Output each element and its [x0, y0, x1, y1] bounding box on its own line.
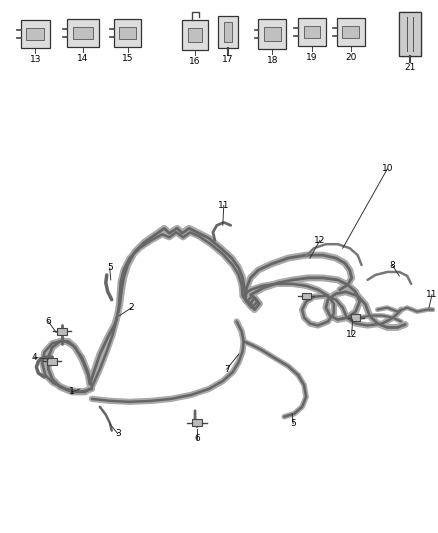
Text: 5: 5 — [290, 419, 296, 428]
Bar — [302, 293, 311, 299]
Bar — [188, 28, 202, 43]
Bar — [21, 20, 50, 48]
Bar — [298, 18, 326, 46]
Bar — [57, 328, 67, 335]
Bar — [74, 27, 92, 39]
Text: 13: 13 — [30, 55, 41, 64]
Text: 15: 15 — [122, 54, 133, 63]
Bar — [224, 22, 232, 42]
Bar — [304, 26, 320, 38]
Text: 3: 3 — [115, 429, 120, 438]
Text: 11: 11 — [426, 290, 438, 299]
Text: 18: 18 — [267, 56, 278, 65]
Bar — [47, 358, 57, 365]
Text: 5: 5 — [107, 263, 113, 272]
Text: 7: 7 — [224, 365, 230, 374]
Text: 11: 11 — [218, 201, 230, 210]
Bar — [258, 19, 286, 49]
Bar — [399, 12, 421, 56]
Text: 12: 12 — [346, 330, 357, 339]
Bar — [343, 26, 359, 38]
Text: 4: 4 — [32, 353, 37, 362]
Bar — [191, 419, 202, 426]
Text: 20: 20 — [345, 53, 357, 62]
Bar — [119, 27, 136, 39]
Text: 10: 10 — [381, 164, 393, 173]
Text: 6: 6 — [194, 434, 200, 443]
Text: 17: 17 — [222, 55, 233, 64]
Text: 21: 21 — [404, 63, 416, 72]
Bar — [337, 18, 364, 46]
Bar — [399, 12, 421, 56]
Bar — [264, 27, 281, 41]
Text: 6: 6 — [46, 317, 51, 326]
Text: 2: 2 — [129, 303, 134, 312]
Bar — [218, 16, 238, 48]
Bar — [114, 19, 141, 47]
Bar — [351, 314, 360, 321]
Text: 19: 19 — [306, 53, 318, 62]
Text: 1: 1 — [69, 387, 75, 397]
Bar — [182, 20, 208, 50]
Bar — [26, 28, 44, 41]
Text: 8: 8 — [389, 261, 395, 270]
Text: 16: 16 — [189, 57, 201, 66]
Text: 12: 12 — [314, 236, 325, 245]
Text: 14: 14 — [77, 54, 88, 63]
Bar — [67, 19, 99, 47]
